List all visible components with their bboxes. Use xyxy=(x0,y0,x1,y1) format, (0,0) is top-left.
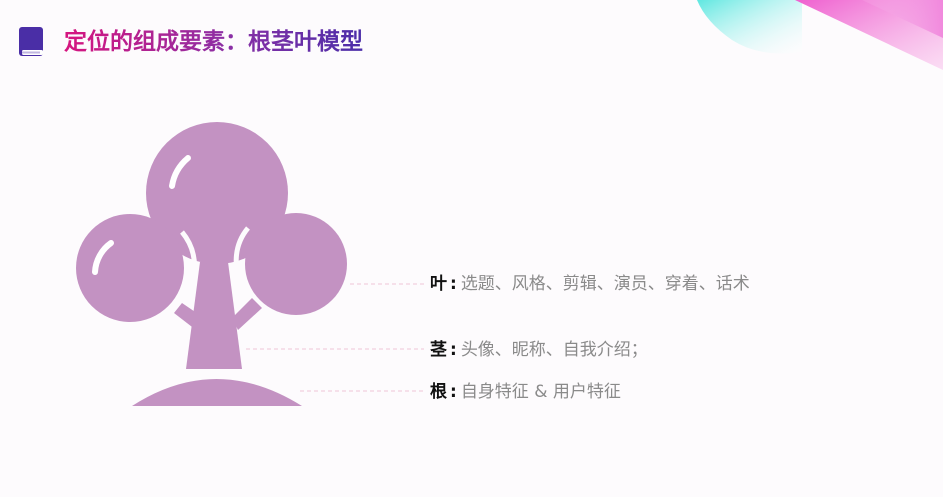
leaf-row: 叶: 选题、风格、剪辑、演员、穿着、话术 xyxy=(430,272,750,296)
root-colon: : xyxy=(450,382,457,402)
top-highlight xyxy=(169,155,191,189)
leaf-colon: : xyxy=(450,274,457,294)
book-icon xyxy=(19,27,43,56)
right-branch xyxy=(232,298,262,330)
stem-key: 茎 xyxy=(430,340,447,360)
root-key: 根 xyxy=(430,382,447,402)
root-row: 根: 自身特征 & 用户特征 xyxy=(430,380,621,404)
left-highlight xyxy=(92,240,114,275)
leaf-key: 叶 xyxy=(430,274,447,294)
page-title: 定位的组成要素：根茎叶模型 xyxy=(64,24,363,60)
left-branch xyxy=(174,303,204,330)
root-value: 自身特征 & 用户特征 xyxy=(460,382,621,402)
leaf-value: 选题、风格、剪辑、演员、穿着、话术 xyxy=(460,274,750,294)
stem-colon: : xyxy=(450,340,457,360)
canopy-right xyxy=(245,213,347,315)
stem-value: 头像、昵称、自我介绍； xyxy=(460,340,648,360)
canopy-left xyxy=(76,214,184,322)
tree-trunk xyxy=(186,262,242,369)
canopy-top xyxy=(146,122,288,264)
ground-mound xyxy=(132,379,302,406)
stem-row: 茎: 头像、昵称、自我介绍； xyxy=(430,338,648,362)
